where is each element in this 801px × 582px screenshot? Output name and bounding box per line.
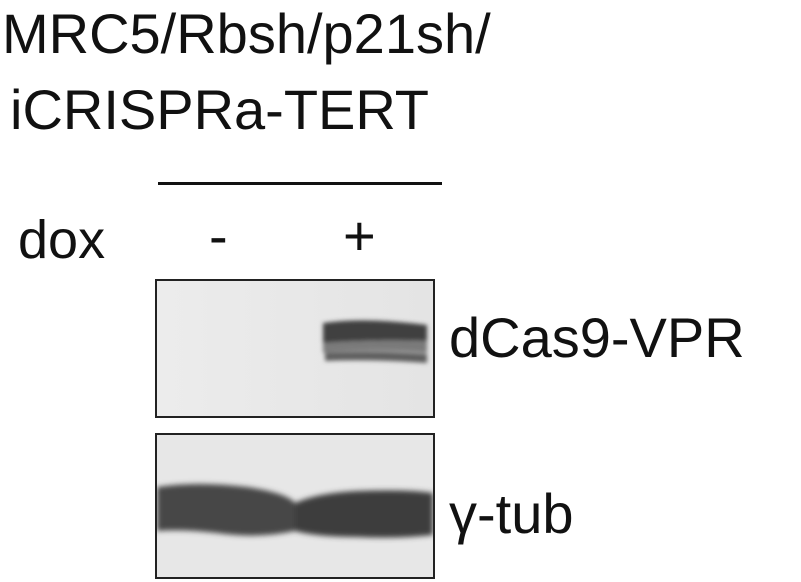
figure-title-line-2: iCRISPRa-TERT [10,78,430,141]
blot-panel-dcas9-vpr [155,279,435,418]
band-gamma-tub-lane-2 [295,490,433,538]
band-gamma-tub-lane-1 [157,484,295,536]
treatment-label: dox [18,210,106,270]
blot-label-dcas9-vpr: dCas9-VPR [449,306,745,369]
lane-label-plus: + [343,204,376,267]
blot-label-gamma-tub: γ-tub [449,482,574,545]
lane-label-minus: - [209,204,228,267]
band-dcas9-vpr-lane-2 [323,320,427,363]
figure-title-line-1: MRC5/Rbsh/p21sh/ [2,2,491,65]
cell-line-bracket [158,182,442,185]
blot-panel-gamma-tubulin [155,433,435,579]
